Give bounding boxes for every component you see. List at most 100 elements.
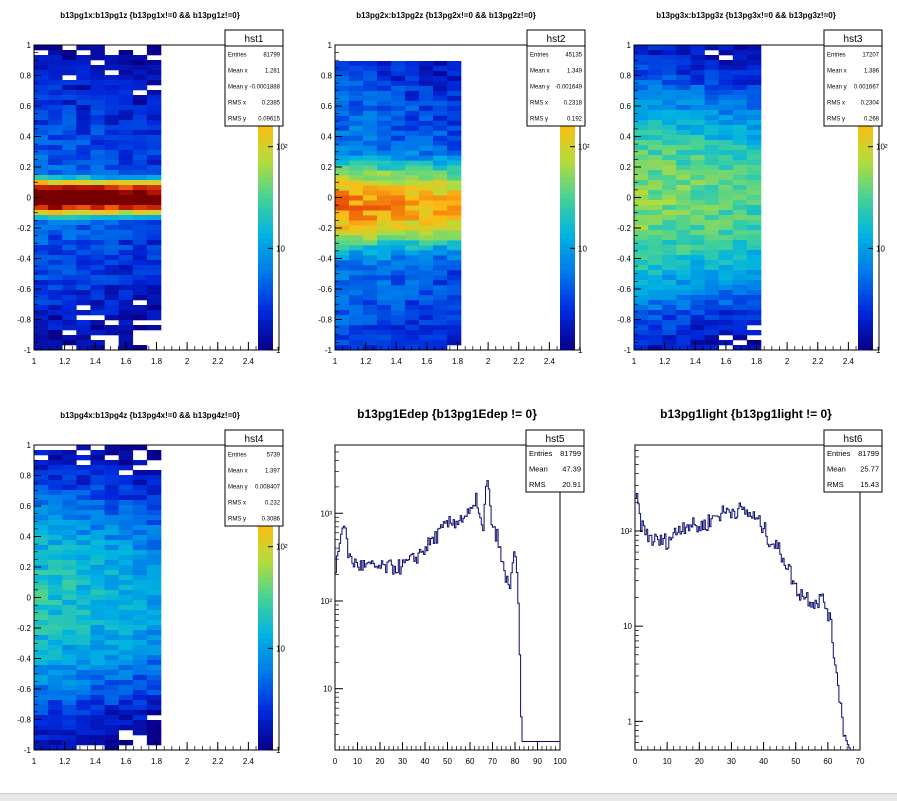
stats-value: 1.281 bbox=[265, 69, 281, 75]
heatmap-cell bbox=[648, 100, 663, 106]
heatmap-cell bbox=[391, 330, 406, 336]
heatmap-cell bbox=[90, 230, 105, 236]
heatmap-cell bbox=[433, 175, 448, 181]
stats-value: 0.2385 bbox=[262, 101, 281, 107]
heatmap-cell bbox=[48, 735, 63, 741]
heatmap-cell bbox=[62, 320, 77, 326]
heatmap-cell bbox=[48, 485, 63, 491]
heatmap-cell bbox=[377, 265, 392, 271]
heatmap-cell bbox=[118, 165, 134, 171]
heatmap-cell bbox=[146, 720, 162, 726]
heatmap-cell bbox=[90, 635, 105, 641]
heatmap-cell bbox=[146, 470, 162, 476]
colorbar-segment bbox=[560, 141, 575, 148]
heatmap-cell bbox=[118, 480, 134, 486]
heatmap-cell bbox=[62, 70, 77, 76]
colorbar-segment bbox=[258, 638, 273, 644]
heatmap-cell bbox=[690, 225, 705, 231]
heatmap-cell bbox=[104, 95, 119, 101]
heatmap-cell bbox=[349, 285, 364, 291]
heatmap-cell bbox=[90, 320, 105, 326]
colorbar-segment bbox=[258, 704, 273, 710]
colorbar-segment bbox=[858, 233, 873, 239]
colorbar-segment bbox=[258, 289, 273, 295]
heatmap-cell bbox=[104, 90, 119, 96]
colorbar-segment bbox=[560, 344, 575, 351]
heatmap-cell bbox=[76, 120, 91, 126]
y-tick-label: -1 bbox=[24, 346, 32, 355]
heatmap-cell bbox=[433, 245, 448, 251]
heatmap-cell bbox=[118, 500, 134, 506]
colorbar-segment bbox=[858, 156, 873, 163]
heatmap-cell bbox=[746, 120, 762, 126]
heatmap-cell bbox=[377, 310, 392, 316]
heatmap-cell bbox=[118, 145, 134, 151]
heatmap-cell bbox=[76, 55, 91, 61]
y-tick-label: -0.8 bbox=[318, 316, 332, 325]
heatmap-cell bbox=[132, 725, 148, 731]
colorbar-segment bbox=[560, 258, 575, 265]
heatmap-cell bbox=[634, 110, 649, 116]
stats-value: 20.91 bbox=[562, 480, 581, 489]
heatmap-cell bbox=[118, 225, 134, 231]
colorbar-segment bbox=[258, 324, 273, 331]
heatmap-cell bbox=[34, 245, 49, 251]
colorbar-segment bbox=[258, 633, 273, 639]
heatmap-cell bbox=[335, 195, 350, 201]
heatmap-cell bbox=[349, 230, 364, 236]
colorbar-segment bbox=[560, 146, 575, 153]
heatmap-cell bbox=[48, 455, 63, 461]
heatmap-cell bbox=[62, 505, 77, 511]
heatmap-cell bbox=[676, 110, 691, 116]
heatmap-cell bbox=[732, 260, 748, 266]
heatmap-cell bbox=[132, 645, 148, 651]
heatmap-cell bbox=[62, 240, 77, 246]
heatmap-cell bbox=[391, 305, 406, 311]
heatmap-cell bbox=[76, 145, 91, 151]
heatmap-cell bbox=[391, 140, 406, 146]
heatmap-cell bbox=[34, 295, 49, 301]
heatmap-cell bbox=[48, 235, 63, 241]
heatmap-cell bbox=[349, 170, 364, 176]
heatmap-cell bbox=[648, 255, 663, 261]
heatmap-cell bbox=[118, 105, 134, 111]
x-tick-label: 1.6 bbox=[120, 357, 132, 366]
heatmap-cell bbox=[447, 145, 462, 151]
heatmap-cell bbox=[433, 230, 448, 236]
heatmap-cell bbox=[335, 165, 350, 171]
heatmap-cell bbox=[377, 165, 392, 171]
heatmap-cell bbox=[349, 235, 364, 241]
heatmap-cell bbox=[648, 300, 663, 306]
heatmap-cell bbox=[704, 60, 719, 66]
heatmap-cell bbox=[447, 95, 462, 102]
heatmap-cell bbox=[704, 140, 719, 146]
heatmap-cell bbox=[48, 730, 63, 736]
colorbar-segment bbox=[258, 582, 273, 588]
heatmap-cell bbox=[405, 130, 420, 137]
heatmap-cell bbox=[419, 205, 434, 211]
heatmap-cell bbox=[104, 645, 119, 651]
heatmap-cell bbox=[118, 710, 134, 716]
heatmap-cell bbox=[104, 605, 119, 611]
heatmap-cell bbox=[718, 110, 734, 116]
heatmap-cell bbox=[363, 260, 378, 266]
heatmap-cell bbox=[90, 260, 105, 266]
heatmap-cell bbox=[62, 485, 77, 491]
heatmap-cell bbox=[118, 255, 134, 261]
heatmap-cell bbox=[76, 600, 91, 606]
heatmap-cell bbox=[391, 160, 406, 166]
heatmap-cell bbox=[146, 195, 162, 201]
heatmap-cell bbox=[118, 700, 134, 706]
colorbar-tick-label: 10 bbox=[276, 644, 285, 653]
colorbar-segment bbox=[858, 151, 873, 158]
heatmap-cell bbox=[662, 160, 677, 166]
x-tick-label: 2.4 bbox=[843, 357, 855, 366]
heatmap-cell bbox=[34, 115, 49, 121]
heatmap-cell bbox=[48, 105, 63, 111]
heatmap-cell bbox=[732, 150, 748, 156]
heatmap-cell bbox=[405, 280, 420, 286]
stats-label: RMS x bbox=[827, 101, 845, 107]
heatmap-cell bbox=[391, 105, 406, 112]
heatmap-cell bbox=[34, 705, 49, 711]
heatmap-cell bbox=[447, 210, 462, 216]
